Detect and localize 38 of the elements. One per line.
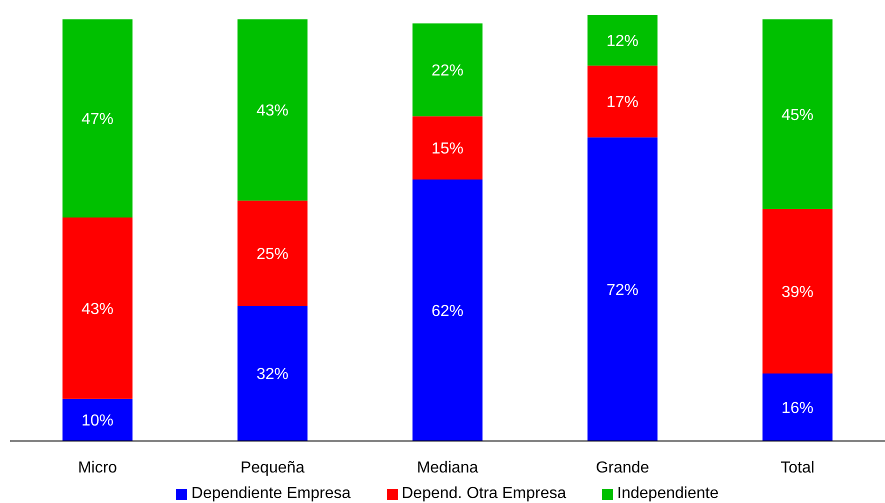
data-label: 45% [781,106,814,124]
bar [238,19,308,201]
bar [62,217,132,399]
bar [412,116,482,180]
data-label: 43% [256,102,289,120]
x-tick-label: Pequeña [240,459,305,476]
legend-label: Dependiente Empresa [191,485,351,503]
bar [588,137,658,441]
x-tick-label: Micro [78,459,118,476]
bar [762,209,832,374]
data-label: 43% [81,300,114,318]
bar [412,179,482,441]
legend-label: Independiente [617,485,719,503]
bar [62,398,132,441]
x-tick-label: Mediana [416,459,478,476]
x-tick-label: Total [780,459,814,476]
data-label: 15% [431,140,464,158]
data-label: 32% [256,366,289,384]
bar [588,15,658,66]
data-label: 10% [81,412,114,430]
data-label: 72% [606,282,639,299]
bar [238,200,308,306]
x-tick-label: Grande [596,459,650,476]
legend-label: Depend. Otra Empresa [402,485,566,503]
data-label: 12% [606,32,639,50]
bar [588,66,658,138]
data-label: 25% [256,246,289,263]
bar [762,374,832,441]
data-label: 62% [431,302,464,320]
bar [412,23,482,116]
data-label: 47% [81,111,114,128]
bar [238,306,308,441]
data-label: 22% [431,62,464,80]
bar [62,19,132,218]
bar [762,19,832,210]
data-label: 17% [606,94,639,112]
data-label: 39% [781,284,814,301]
data-label: 16% [781,400,814,417]
